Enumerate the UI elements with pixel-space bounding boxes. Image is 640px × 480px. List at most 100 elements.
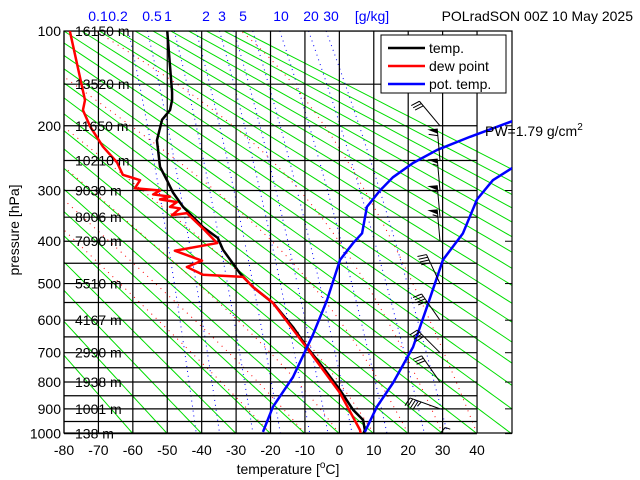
barb-feather (410, 399, 416, 409)
y-tick-label: 100 (38, 23, 62, 39)
chart-title: POLradSON 00Z 10 May 2025 (442, 8, 634, 24)
barb-shaft (421, 293, 441, 321)
dry-adiabat-line (99, 31, 512, 286)
barb-feather (418, 256, 428, 260)
barb-feather (414, 357, 424, 363)
x-tick-label: -10 (295, 442, 315, 458)
x-tick-label: -30 (226, 442, 246, 458)
y-tick-label: 400 (38, 233, 62, 249)
barb-shaft (417, 329, 441, 354)
wind-barb (439, 427, 451, 434)
barb-feather (417, 254, 427, 258)
mixing-ratio-label: 0.5 (142, 8, 162, 24)
barb-shaft (436, 158, 441, 191)
height-label: 11650 m (75, 118, 128, 134)
height-label: 5510 m (75, 276, 122, 292)
barb-feather (416, 298, 426, 303)
y-tick-label: 200 (38, 118, 62, 134)
height-label: 9030 m (75, 183, 122, 199)
height-label: 13520 m (75, 76, 129, 92)
series-group (68, 31, 512, 433)
barb-feather (444, 427, 451, 430)
wind-barb (427, 128, 441, 161)
barb-shaft (409, 397, 441, 410)
wind-barb (412, 293, 441, 321)
pw-text: PW=1.79 g/cm (485, 123, 577, 139)
grid (63, 30, 513, 435)
barb-feather (418, 300, 427, 306)
dry-adiabat-line (64, 31, 512, 323)
y-tick-label: 900 (38, 401, 62, 417)
barb-shaft (439, 427, 446, 434)
y-axis-label: pressure [hPa] (6, 184, 22, 275)
y-tick-label: 800 (38, 374, 62, 390)
series-line-pot-temp (261, 120, 512, 433)
mixing-ratio-label: 0.1 (88, 8, 108, 24)
barb-shaft (426, 254, 441, 284)
series-line-temp (155, 31, 367, 433)
x-axis-label-unit: C] (325, 461, 339, 477)
legend-label: dew point (429, 58, 489, 74)
x-tick-label: 30 (435, 442, 451, 458)
mixing-ratio-unit: [g/kg] (355, 8, 389, 24)
y-tick-label: 300 (38, 183, 62, 199)
series-line-dew-point (68, 31, 362, 433)
y-tick-label: 700 (38, 345, 62, 361)
mixing-ratio-line (233, 31, 329, 433)
x-tick-label: -80 (54, 442, 74, 458)
barb-feather (414, 105, 424, 111)
barb-feather (428, 133, 438, 137)
x-tick-label: 10 (366, 442, 382, 458)
legend-label: pot. temp. (429, 76, 491, 92)
y-tick-label: 600 (38, 312, 62, 328)
barb-feather (421, 262, 431, 266)
dry-adiabat-line (64, 130, 443, 433)
wind-barb (427, 185, 441, 218)
x-tick-label: 40 (469, 442, 485, 458)
height-label: 10210 m (75, 152, 129, 168)
height-label: 8006 m (75, 209, 122, 225)
height-label: 2990 m (75, 345, 122, 361)
barb-shaft (436, 209, 441, 242)
barb-feather (432, 190, 438, 193)
height-label: 4167 m (75, 312, 122, 328)
x-tick-label: 20 (400, 442, 416, 458)
barb-feather (417, 401, 422, 407)
x-axis-label: temperature [oC] (237, 460, 340, 477)
barb-feather (415, 336, 425, 342)
x-tick-label: -40 (192, 442, 212, 458)
wind-barb (427, 158, 441, 191)
y-tick-label: 1000 (30, 426, 61, 442)
legend: temp. dew point pot. temp. (380, 34, 507, 94)
mixing-ratio-label: 0.2 (108, 8, 128, 24)
wind-barb (411, 100, 441, 127)
x-tick-label: -60 (123, 442, 143, 458)
height-label: 1001 m (75, 401, 122, 417)
barb-feather (404, 397, 411, 406)
barb-shaft (419, 100, 441, 127)
y-tick-label: 500 (38, 276, 62, 292)
barb-feather (432, 214, 438, 217)
wind-barb (409, 329, 441, 354)
legend-label: temp. (429, 40, 464, 56)
height-label: 7090 m (75, 233, 122, 249)
height-label: 1938 m (75, 374, 122, 390)
x-tick-label: -20 (260, 442, 280, 458)
barb-pennant (427, 128, 438, 134)
barb-shaft (436, 185, 441, 218)
barb-feather (407, 398, 414, 407)
x-axis-label-text: temperature [ (237, 461, 320, 477)
mixing-ratio-line (252, 31, 353, 433)
dry-adiabat-line (64, 42, 512, 343)
barb-feather (412, 103, 422, 109)
barb-pennant (427, 209, 438, 215)
height-label: 16150 m (75, 23, 129, 39)
wind-barbs (404, 100, 451, 434)
barb-feather (413, 400, 419, 410)
dry-adiabat-line (241, 31, 512, 170)
barb-feather (409, 329, 418, 336)
dry-adiabat-line (117, 31, 512, 269)
wind-barb (404, 397, 441, 410)
